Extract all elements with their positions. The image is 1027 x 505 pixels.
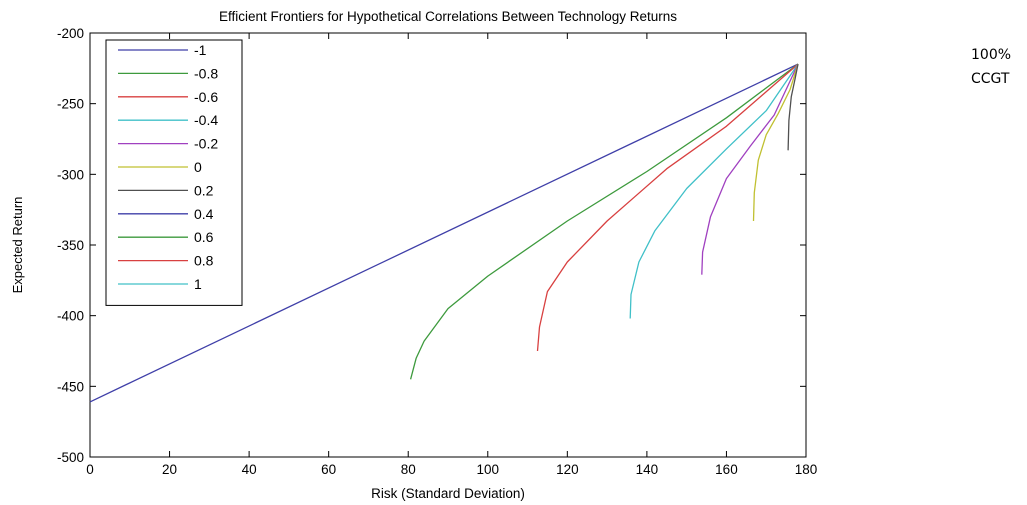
x-tick-label: 180 [795, 462, 818, 477]
x-tick-label: 0 [86, 462, 94, 477]
y-tick-label: -400 [57, 309, 84, 324]
legend-label: 1 [194, 276, 202, 292]
legend-label: 0.2 [194, 182, 214, 198]
x-tick-label: 140 [636, 462, 659, 477]
x-tick-label: 20 [162, 462, 177, 477]
legend-box [105, 39, 243, 306]
x-tick-label: 160 [715, 462, 738, 477]
series-line--0p6 [536, 63, 799, 352]
legend-label: 0 [194, 159, 202, 175]
legend-label: -0.6 [194, 89, 218, 105]
y-tick-label: -300 [57, 167, 84, 182]
y-tick-label: -200 [57, 26, 84, 41]
x-tick-label: 100 [477, 462, 500, 477]
annotation-line-2: CCGT [971, 71, 1010, 87]
x-tick-label: 40 [242, 462, 257, 477]
series-line--0p8 [409, 63, 799, 380]
series-line-0 [752, 63, 799, 222]
annotation-line-1: 100% [971, 47, 1012, 63]
legend-label: -0.8 [194, 65, 218, 81]
x-axis: 0 20 40 60 80 100 120 140 160 180 [86, 33, 817, 477]
legend-label: 0.6 [194, 229, 214, 245]
series-line--0p2 [701, 63, 799, 275]
y-tick-label: -250 [57, 97, 84, 112]
legend-label: 0.4 [194, 206, 214, 222]
x-tick-label: 80 [401, 462, 416, 477]
y-axis: -200 -250 -300 -350 -400 -450 -500 [57, 26, 806, 465]
series-line--1 [89, 63, 799, 403]
legend-label: -0.2 [194, 136, 218, 152]
x-tick-label: 60 [321, 462, 336, 477]
series-line--0p4 [629, 63, 799, 319]
legend-label: -1 [194, 42, 207, 58]
y-tick-label: -350 [57, 238, 84, 253]
legend-label: -0.4 [194, 112, 218, 128]
x-tick-label: 120 [556, 462, 579, 477]
series-lines [89, 63, 799, 403]
legend: -1 -0.8 -0.6 -0.4 -0.2 0 0.2 0.4 0.6 0.8 1 [105, 39, 243, 306]
y-axis-label: Expected Return [10, 197, 25, 294]
series-line-0p2 [787, 63, 799, 151]
x-axis-label: Risk (Standard Deviation) [371, 486, 525, 501]
chart-title: Efficient Frontiers for Hypothetical Cor… [219, 9, 677, 24]
y-tick-label: -500 [57, 450, 84, 465]
legend-label: 0.8 [194, 253, 214, 269]
y-tick-label: -450 [57, 379, 84, 394]
